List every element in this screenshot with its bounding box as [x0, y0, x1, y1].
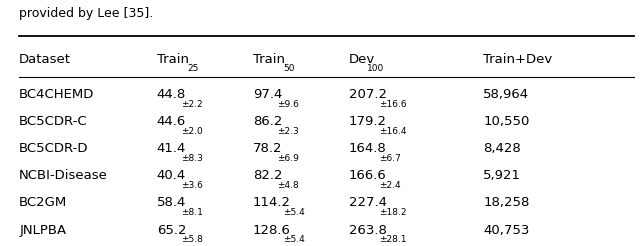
Text: ±18.2: ±18.2 [380, 208, 406, 217]
Text: Dataset: Dataset [19, 53, 71, 65]
Text: 18,258: 18,258 [483, 197, 529, 209]
Text: 179.2: 179.2 [349, 115, 387, 128]
Text: 8,428: 8,428 [483, 142, 521, 155]
Text: 25: 25 [187, 64, 198, 73]
Text: 207.2: 207.2 [349, 88, 387, 101]
Text: 50: 50 [283, 64, 294, 73]
Text: NCBI-Disease: NCBI-Disease [19, 169, 108, 182]
Text: ±9.6: ±9.6 [277, 100, 299, 109]
Text: 97.4: 97.4 [253, 88, 282, 101]
Text: 114.2: 114.2 [253, 197, 291, 209]
Text: 78.2: 78.2 [253, 142, 282, 155]
Text: 86.2: 86.2 [253, 115, 282, 128]
Text: provided by Lee [35].: provided by Lee [35]. [19, 7, 154, 20]
Text: ±2.3: ±2.3 [277, 127, 299, 136]
Text: JNLPBA: JNLPBA [19, 224, 67, 236]
Text: ±6.9: ±6.9 [277, 154, 299, 163]
Text: 41.4: 41.4 [157, 142, 186, 155]
Text: Train: Train [253, 53, 285, 65]
Text: 40.4: 40.4 [157, 169, 186, 182]
Text: 166.6: 166.6 [349, 169, 387, 182]
Text: BC5CDR-C: BC5CDR-C [19, 115, 88, 128]
Text: BC2GM: BC2GM [19, 197, 67, 209]
Text: BC5CDR-D: BC5CDR-D [19, 142, 89, 155]
Text: ±8.1: ±8.1 [181, 208, 203, 217]
Text: 65.2: 65.2 [157, 224, 186, 236]
Text: ±5.4: ±5.4 [283, 208, 305, 217]
Text: 227.4: 227.4 [349, 197, 387, 209]
Text: 5,921: 5,921 [483, 169, 521, 182]
Text: ±2.0: ±2.0 [181, 127, 203, 136]
Text: ±28.1: ±28.1 [380, 235, 406, 244]
Text: 263.8: 263.8 [349, 224, 387, 236]
Text: 58,964: 58,964 [483, 88, 529, 101]
Text: ±16.4: ±16.4 [380, 127, 406, 136]
Text: ±4.8: ±4.8 [277, 181, 299, 190]
Text: ±5.8: ±5.8 [181, 235, 203, 244]
Text: 164.8: 164.8 [349, 142, 387, 155]
Text: Train+Dev: Train+Dev [483, 53, 552, 65]
Text: ±8.3: ±8.3 [181, 154, 203, 163]
Text: ±2.2: ±2.2 [181, 100, 203, 109]
Text: 44.8: 44.8 [157, 88, 186, 101]
Text: 100: 100 [367, 64, 384, 73]
Text: 40,753: 40,753 [483, 224, 529, 236]
Text: ±5.4: ±5.4 [283, 235, 305, 244]
Text: ±2.4: ±2.4 [380, 181, 401, 190]
Text: Train: Train [157, 53, 189, 65]
Text: 82.2: 82.2 [253, 169, 282, 182]
Text: Dev: Dev [349, 53, 375, 65]
Text: 128.6: 128.6 [253, 224, 291, 236]
Text: BC4CHEMD: BC4CHEMD [19, 88, 95, 101]
Text: ±3.6: ±3.6 [181, 181, 203, 190]
Text: ±6.7: ±6.7 [380, 154, 401, 163]
Text: ±16.6: ±16.6 [380, 100, 407, 109]
Text: 58.4: 58.4 [157, 197, 186, 209]
Text: 44.6: 44.6 [157, 115, 186, 128]
Text: 10,550: 10,550 [483, 115, 529, 128]
